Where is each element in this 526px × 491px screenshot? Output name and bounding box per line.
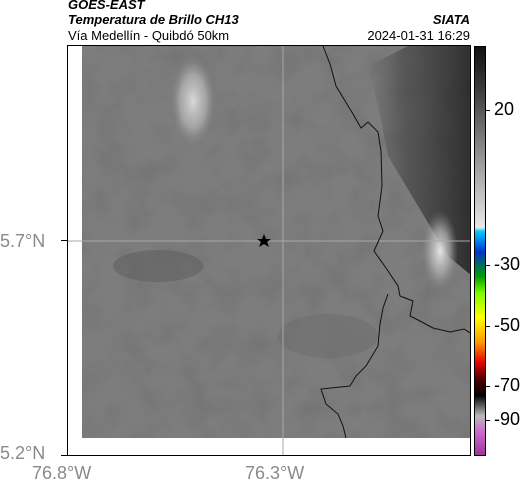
cloud-band-west xyxy=(113,250,203,282)
cb-label-m50: -50 xyxy=(494,315,521,335)
colorbar xyxy=(474,46,486,456)
cb-tick-m90 xyxy=(486,420,490,421)
cb-tick-20 xyxy=(486,110,490,111)
cloud-plume-east xyxy=(422,211,458,291)
region-subtitle: Vía Medellín - Quibdó 50km xyxy=(68,28,230,43)
brightness-temperature-map xyxy=(68,46,470,455)
border-line-south xyxy=(320,293,389,439)
cb-tick-m30 xyxy=(486,265,490,266)
lat-label-52: 5.2°N xyxy=(0,443,46,463)
timestamp: 2024-01-31 16:29 xyxy=(367,28,470,43)
lat-tick-57 xyxy=(61,240,67,241)
cb-label-m90: -90 xyxy=(494,409,521,429)
cloud-band-south xyxy=(278,314,378,358)
lat-tick-52 xyxy=(61,455,67,456)
lon-label-763: 76.3°W xyxy=(245,463,305,483)
satellite-name: GOES-EAST xyxy=(68,0,145,12)
cb-label-20: 20 xyxy=(494,99,515,119)
border-line-main xyxy=(322,46,470,334)
lat-label-57: 5.7°N xyxy=(0,231,46,251)
cloud-plume-north xyxy=(171,56,215,146)
map-panel[interactable] xyxy=(67,45,471,456)
cb-tick-m50 xyxy=(486,326,490,327)
colorbar-ramp xyxy=(475,47,485,455)
star-icon xyxy=(257,234,271,247)
cb-label-m30: -30 xyxy=(494,254,521,274)
product-title: Temperatura de Brillo CH13 xyxy=(68,12,239,27)
agency-label: SIATA xyxy=(432,12,470,27)
cb-label-m70: -70 xyxy=(494,375,521,395)
cb-tick-m70 xyxy=(486,386,490,387)
lon-label-768: 76.8°W xyxy=(32,463,92,483)
